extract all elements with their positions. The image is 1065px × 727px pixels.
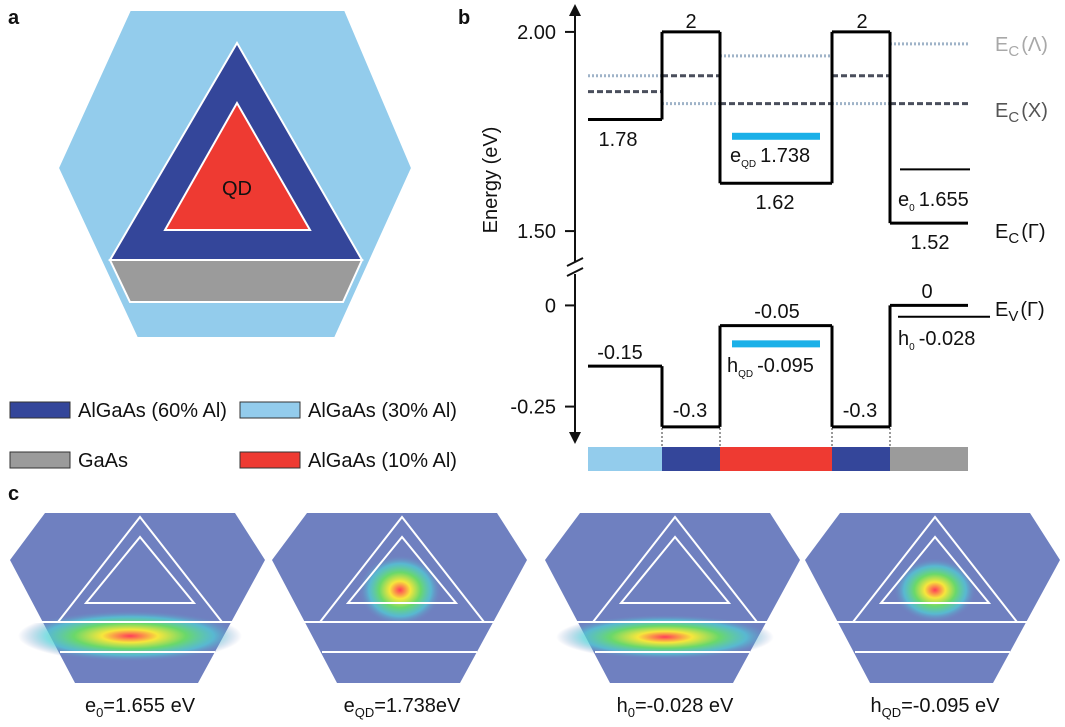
symbol: h [727,355,738,377]
label-rest: (Λ) [1021,34,1048,56]
y-tick-label: 2.00 [517,22,556,44]
density-blob [358,555,441,625]
legend: AlGaAs (60% Al) AlGaAs (30% Al) GaAs AlGaAs… [10,400,457,472]
material-bar [832,447,890,471]
subscript: V [1008,308,1018,325]
value-label: 0 [921,281,932,303]
legend-label: AlGaAs (60% Al) [78,400,227,422]
legend-swatch [10,402,70,418]
value-label: 2 [685,11,696,33]
label-rest: =1.655 eV [103,695,195,717]
label-rest: =1.738eV [374,695,461,717]
material-bar [588,447,662,471]
figure: a QD AlGaAs (60% Al)AlGaAs (30% Al)GaAsA… [0,0,1065,727]
material-bar [890,447,968,471]
value-label: 1.52 [911,232,950,254]
symbol: h [870,695,881,717]
level-label: hQD -0.095 [727,355,814,380]
map-caption: h0=-0.028 eV [617,695,734,720]
symbol: E [995,34,1008,56]
energy-level [732,133,820,140]
panel-label: c [8,483,19,505]
density-blob [893,558,976,622]
map-caption: hQD=-0.095 eV [870,695,1000,720]
subscript: C [1008,43,1019,60]
value-label: -0.3 [843,400,877,422]
symbol: e [344,695,355,717]
label-rest: -0.095 [757,355,814,377]
label-rest: (X) [1021,100,1048,122]
y-axis-label: Energy (eV) [480,127,502,234]
y-axis [567,4,583,444]
symbol: E [995,221,1008,243]
symbol: e [898,189,909,211]
series-name: EV(Γ) [995,299,1045,325]
panel-label: a [8,7,20,29]
subscript: 0 [909,342,915,353]
subscript: QD [738,369,753,380]
level-label: h0 -0.028 [898,328,975,353]
value-label: -0.05 [754,301,800,323]
material-bar [720,447,832,471]
material-bar [662,447,720,471]
value-label: 1.78 [599,129,638,151]
panel-label: b [458,7,470,29]
energy-level [732,340,820,347]
y-tick-label: 0 [545,295,556,317]
value-label: -0.3 [673,400,707,422]
label-rest: 1.738 [760,145,810,167]
symbol: e [730,145,741,167]
legend-swatch [240,402,300,418]
symbol: e [85,695,96,717]
subscript: C [1008,230,1019,247]
symbol: E [995,299,1008,321]
subscript: C [1008,109,1019,126]
legend-label: AlGaAs (10% Al) [308,450,457,472]
label-rest: -0.028 [919,328,976,350]
series-name: EC(X) [995,100,1048,126]
subscript: 0 [96,705,103,720]
subscript: QD [355,705,375,720]
legend-swatch [240,452,300,468]
symbol: h [617,695,628,717]
series-name: EC(Γ) [995,221,1046,247]
label-rest: 1.655 [919,189,969,211]
label-rest: (Γ) [1020,299,1044,321]
legend-label: GaAs [78,450,128,472]
density-blob [18,610,242,661]
qd-label: QD [222,178,252,200]
label-rest: (Γ) [1021,221,1045,243]
subscript: 0 [909,203,915,214]
y-tick-label: -0.25 [510,397,556,419]
level-label: eQD 1.738 [730,145,810,170]
value-label: -0.15 [597,342,643,364]
gaas-band [110,260,362,302]
label-rest: =-0.095 eV [901,695,1000,717]
subscript: QD [882,705,902,720]
series-name: EC(Λ) [995,34,1048,60]
subscript: 0 [628,705,635,720]
map-caption: e0=1.655 eV [85,695,196,720]
symbol: h [898,328,909,350]
value-label: 1.62 [756,192,795,214]
label-rest: =-0.028 eV [635,695,734,717]
legend-label: AlGaAs (30% Al) [308,400,457,422]
legend-swatch [10,452,70,468]
subscript: QD [741,159,756,170]
level-label: e0 1.655 [898,189,969,214]
map-caption: eQD=1.738eV [344,695,461,720]
y-tick-label: 1.50 [517,221,556,243]
value-label: 2 [856,11,867,33]
symbol: E [995,100,1008,122]
